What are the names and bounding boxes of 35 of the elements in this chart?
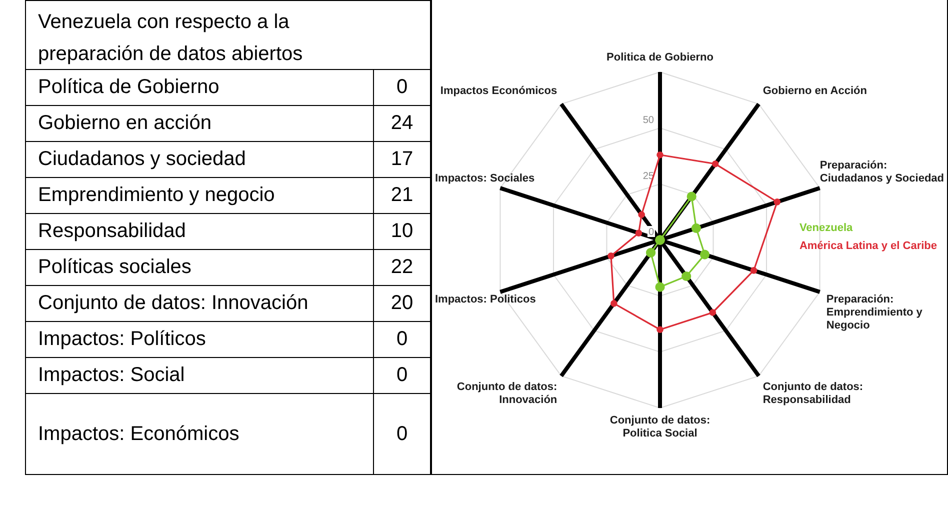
spoke-label: Preparación: Ciudadanos y Sociedad: [820, 159, 944, 184]
spoke-label: Impactos: Politicos: [435, 294, 536, 306]
spoke-label: Preparación: Emprendimiento y Negocio: [826, 294, 924, 332]
spoke-label: Conjunto de datos: Innovación: [456, 381, 558, 406]
category-label: Política de Gobierno: [37, 75, 220, 100]
data-label: 21: [373, 178, 430, 213]
category-label: Emprendimiento y negocio: [37, 183, 276, 208]
text: Venezuela con respecto a la preparación de datos abiertos: [37, 10, 304, 67]
data-label: 0: [373, 322, 430, 357]
y-tick-label: 0: [648, 226, 654, 238]
category-label: Responsabilidad: [37, 219, 187, 244]
spoke-label: Politica de Gobierno: [606, 52, 714, 64]
category-label: Impactos: Políticos: [37, 327, 207, 352]
data-label: 22: [373, 250, 430, 285]
spoke-label: Gobierno en Acción: [762, 84, 868, 97]
data-label: 17: [373, 142, 430, 177]
data-label: 0: [373, 70, 430, 105]
category-label: Impactos: Social: [37, 363, 186, 388]
spoke-label: Impactos Económicos: [440, 84, 558, 97]
data-label: 20: [373, 286, 430, 321]
category-label: Gobierno en acción: [37, 111, 212, 136]
spoke-label: Conjunto de datos: Responsabilidad: [762, 381, 864, 406]
category-label: Políticas sociales: [37, 255, 192, 280]
category-label: Ciudadanos y sociedad: [37, 147, 247, 172]
y-tick-label: 50: [642, 114, 654, 126]
data-label: 0: [373, 358, 430, 393]
spoke-label: Conjunto de datos: Politica Social: [610, 414, 710, 440]
data-label: 24: [373, 106, 430, 141]
spoke-label: Impactos: Sociales: [435, 172, 535, 184]
data-label: 0: [373, 394, 430, 474]
category-label: Impactos: Económicos: [37, 422, 240, 446]
category-label: Conjunto de datos: Innovación: [37, 291, 310, 316]
text: Venezuela: [799, 221, 854, 235]
text: América Latina y el Caribe: [799, 239, 937, 253]
data-label: 10: [373, 214, 430, 249]
